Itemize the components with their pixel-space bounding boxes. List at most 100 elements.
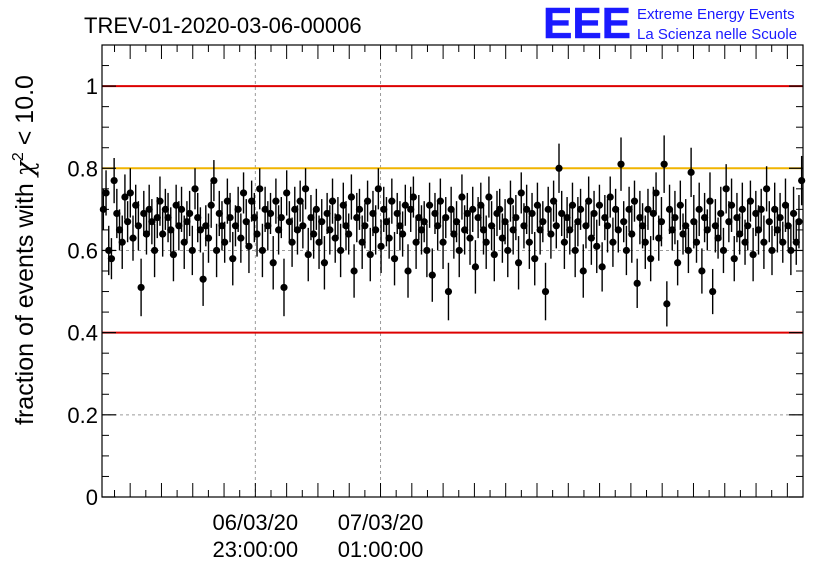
data-point	[172, 201, 180, 209]
data-point	[655, 234, 663, 242]
data-point	[239, 189, 248, 197]
data-point	[212, 246, 221, 255]
data-point	[620, 218, 628, 226]
data-point	[725, 218, 733, 226]
data-point	[342, 222, 350, 230]
data-point	[183, 218, 191, 226]
data-point	[474, 213, 482, 222]
data-point	[412, 238, 420, 246]
data-point	[245, 242, 253, 250]
data-point	[636, 213, 644, 222]
data-point	[647, 255, 655, 263]
data-point	[199, 275, 207, 283]
data-point	[107, 255, 116, 263]
data-point	[425, 201, 434, 209]
data-point	[350, 267, 358, 275]
data-point	[601, 213, 609, 222]
data-point	[477, 201, 485, 209]
data-point	[196, 226, 205, 234]
data-point	[156, 197, 164, 205]
data-point	[757, 205, 765, 213]
data-point	[781, 201, 790, 209]
data-point	[652, 189, 660, 197]
data-point	[299, 222, 307, 230]
data-point	[415, 213, 423, 222]
data-point	[593, 242, 601, 250]
data-point	[142, 230, 151, 238]
data-point	[164, 213, 172, 222]
x-tick-time-label: 01:00:00	[338, 537, 424, 562]
data-point	[385, 234, 393, 242]
data-point	[320, 259, 329, 267]
data-point	[760, 238, 768, 246]
data-point	[520, 222, 528, 230]
data-point	[722, 185, 730, 193]
data-point	[169, 250, 178, 259]
data-point	[369, 209, 377, 218]
data-point	[479, 226, 488, 234]
data-point	[218, 222, 226, 230]
data-point	[585, 197, 593, 205]
axis-ticks	[102, 44, 804, 498]
data-point	[547, 230, 555, 238]
data-point	[571, 246, 579, 255]
data-point	[487, 222, 496, 230]
data-point	[795, 218, 803, 226]
data-point	[733, 213, 741, 222]
data-point	[628, 230, 636, 238]
data-point	[450, 230, 458, 238]
data-point	[345, 230, 353, 238]
reference-lines	[102, 85, 803, 334]
data-point	[444, 287, 453, 296]
data-point	[469, 205, 477, 213]
data-point	[682, 222, 690, 230]
data-point	[706, 197, 714, 205]
data-point	[625, 205, 633, 213]
data-point	[784, 222, 792, 230]
data-point	[765, 218, 773, 226]
data-point	[531, 255, 539, 263]
data-point	[436, 197, 444, 205]
data-point	[568, 201, 577, 209]
data-point	[118, 238, 126, 246]
data-point	[372, 226, 380, 234]
data-point	[458, 193, 466, 201]
data-point	[229, 255, 237, 263]
data-point	[191, 185, 199, 193]
data-point	[746, 197, 755, 205]
data-point	[315, 238, 323, 246]
data-point	[388, 197, 396, 205]
data-point	[226, 213, 234, 222]
data-point	[550, 197, 558, 205]
data-point	[660, 160, 668, 168]
data-point	[523, 205, 531, 213]
data-point	[337, 246, 345, 255]
data-point	[334, 213, 342, 222]
data-point	[339, 201, 347, 209]
data-point	[126, 189, 134, 197]
eee-logo: EEE Extreme Energy Events La Scienza nel…	[543, 0, 797, 48]
data-point	[657, 218, 666, 226]
data-point	[719, 246, 728, 255]
data-point	[285, 218, 293, 226]
data-point	[134, 222, 142, 230]
data-point	[501, 218, 509, 226]
data-point	[490, 250, 498, 259]
data-point	[102, 189, 110, 197]
data-point	[283, 189, 291, 197]
data-point	[695, 205, 703, 213]
data-point	[622, 246, 631, 255]
data-point	[293, 226, 302, 234]
data-point	[304, 250, 312, 259]
data-point	[207, 201, 215, 209]
data-point	[514, 259, 523, 267]
data-point	[301, 185, 310, 193]
data-point	[250, 213, 258, 222]
data-point	[676, 201, 684, 209]
x-tick-date-label: 07/03/20	[338, 510, 424, 535]
data-point	[399, 230, 407, 238]
data-point	[700, 213, 709, 222]
data-point	[485, 193, 493, 201]
data-point	[749, 250, 757, 259]
